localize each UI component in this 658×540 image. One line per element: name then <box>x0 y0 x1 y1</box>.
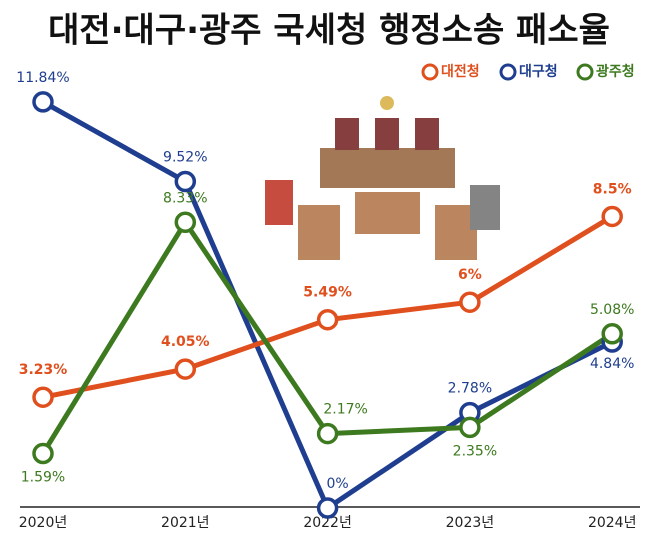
marker <box>459 416 481 439</box>
legend-label: 대전청 <box>441 63 480 80</box>
data-label: 3.23% <box>19 362 68 378</box>
marker <box>601 323 623 345</box>
data-label: 11.84% <box>16 70 69 86</box>
legend-marker <box>421 63 439 81</box>
marker <box>316 497 339 519</box>
legend-label: 광주청 <box>596 63 635 80</box>
marker <box>174 211 197 234</box>
marker <box>32 442 54 465</box>
data-label: 5.49% <box>303 285 352 301</box>
marker <box>316 422 339 445</box>
x-tick-label: 2020년 <box>19 515 68 531</box>
data-label: 2.35% <box>453 443 497 459</box>
marker <box>601 205 623 228</box>
data-label: 8.5% <box>593 181 632 197</box>
data-label: 9.52% <box>163 149 207 165</box>
illustration <box>265 96 500 260</box>
data-label: 8.33% <box>163 190 207 206</box>
x-tick-label: 2024년 <box>588 515 637 531</box>
x-tick-label: 2023년 <box>446 515 495 531</box>
data-label: 1.59% <box>21 469 65 485</box>
data-label: 4.84% <box>590 356 634 372</box>
marker <box>174 170 197 193</box>
chart-title: 대전·대구·광주 국세청 행정소송 패소율 <box>48 11 610 51</box>
data-label: 6% <box>458 267 482 283</box>
marker <box>459 291 481 313</box>
legend-marker <box>576 63 594 81</box>
x-tick-label: 2022년 <box>303 515 352 531</box>
marker <box>174 358 197 380</box>
marker <box>316 308 339 331</box>
data-label: 5.08% <box>590 302 634 318</box>
marker <box>32 386 54 408</box>
legend-marker <box>499 63 517 81</box>
data-label: 2.78% <box>448 381 492 397</box>
data-label: 2.17% <box>323 402 367 418</box>
legend-label: 대구청 <box>519 64 558 80</box>
x-tick-label: 2021년 <box>161 515 210 531</box>
data-label: 4.05% <box>161 334 210 350</box>
marker <box>32 91 54 113</box>
data-label: 0% <box>326 476 348 492</box>
